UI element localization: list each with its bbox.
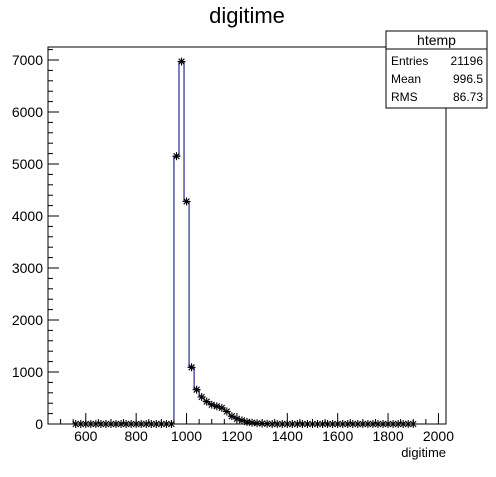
stats-mean-value: 996.5	[453, 72, 483, 86]
bin-marker	[187, 363, 196, 372]
bin-marker	[147, 420, 156, 428]
bin-marker	[404, 420, 413, 428]
stats-entries-value: 21196	[451, 54, 484, 68]
x-tick-label: 1400	[272, 428, 303, 444]
x-tick-label: 1600	[322, 428, 353, 444]
y-tick-label: 2000	[12, 312, 43, 328]
bin-marker	[117, 420, 126, 428]
histogram-outline	[73, 61, 416, 425]
y-tick-label: 6000	[12, 104, 43, 120]
bin-marker	[313, 420, 322, 428]
stats-rms-value: 86.73	[453, 90, 483, 104]
bin-marker	[243, 417, 251, 426]
marker-layer	[71, 57, 418, 428]
stats-rms-label: RMS	[391, 90, 418, 104]
bin-marker	[222, 407, 231, 416]
bin-marker	[192, 385, 201, 394]
stats-box-frame	[385, 30, 488, 109]
bin-marker	[162, 420, 171, 428]
x-axis: 600 800 1000 1200 1400 1600 1800 2000	[60, 413, 454, 444]
chart-title: digitime	[209, 3, 285, 28]
bin-marker	[86, 420, 95, 428]
x-tick-label: 1000	[171, 428, 202, 444]
stats-mean-label: Mean	[391, 72, 421, 86]
x-tick-label: 1200	[221, 428, 252, 444]
y-axis: 0 1000 2000 3000 4000 5000 6000 7000	[12, 49, 59, 432]
stats-box: htemp Entries 21196 Mean 996.5 RMS 86.73	[385, 30, 488, 109]
stats-box-title: htemp	[417, 32, 456, 48]
y-tick-label: 3000	[12, 260, 43, 276]
x-tick-label: 2000	[423, 428, 454, 444]
histogram-layer	[73, 61, 416, 425]
y-tick-label: 4000	[12, 208, 43, 224]
x-tick-label: 600	[74, 428, 98, 444]
bin-marker	[217, 403, 226, 412]
bin-marker	[112, 420, 121, 428]
bin-marker	[394, 420, 403, 428]
x-tick-label: 800	[124, 428, 148, 444]
y-tick-label: 5000	[12, 156, 43, 172]
y-tick-label: 1000	[12, 364, 43, 380]
x-axis-title: digitime	[401, 445, 446, 460]
bin-marker	[197, 392, 206, 401]
x-tick-label: 1800	[372, 428, 403, 444]
stats-entries-label: Entries	[391, 54, 428, 68]
bin-marker	[177, 57, 186, 66]
bin-marker	[227, 412, 236, 421]
y-tick-label: 7000	[12, 52, 43, 68]
bin-marker	[278, 420, 287, 428]
bin-marker	[172, 152, 181, 161]
y-tick-label: 0	[35, 416, 43, 432]
bin-marker	[182, 197, 191, 206]
